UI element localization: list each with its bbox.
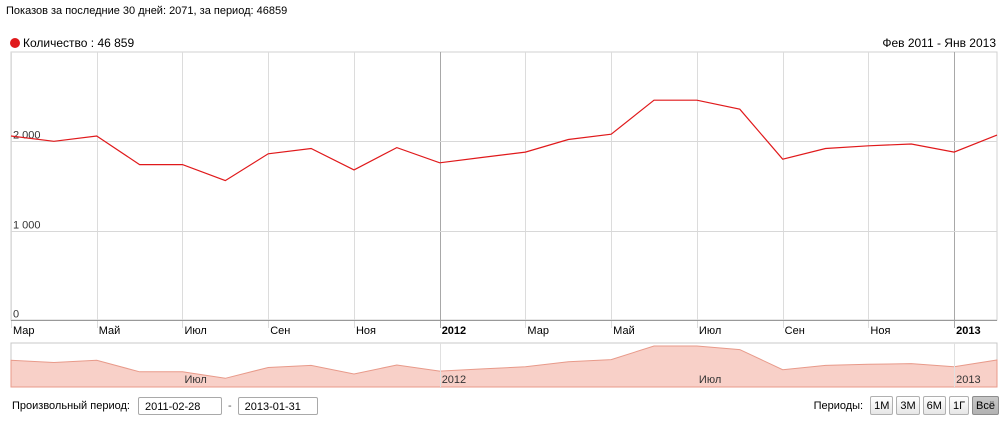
x-tick-label: Май (99, 325, 121, 337)
x-tick-label: Сен (270, 325, 290, 337)
range-navigator: Июл 2012 Июл 2013 (10, 342, 998, 388)
navigator-label: 2013 (956, 374, 980, 386)
period-button-6m[interactable]: 6М (922, 396, 946, 415)
x-tick-label: Мар (527, 325, 549, 337)
periods-label: Периоды: (813, 399, 864, 412)
navigator-area (10, 345, 998, 388)
period-button-1m[interactable]: 1М (870, 396, 894, 415)
x-tick-label: 2012 (442, 325, 466, 337)
date-from-input[interactable]: 2011-02-28 (137, 397, 222, 415)
x-tick-label: Май (613, 325, 635, 337)
y-tick-label: 0 (13, 309, 19, 321)
x-tick-label: Мар (13, 325, 35, 337)
navigator-label: Июл (184, 374, 206, 386)
period-range-label: Фев 2011 - Янв 2013 (882, 36, 996, 50)
period-buttons: Периоды: 1М 3М 6М 1Г Всё (814, 396, 999, 415)
date-separator: - (227, 400, 232, 412)
custom-period-controls: Произвольный период: 2011-02-28 - 2013-0… (12, 397, 318, 415)
summary-text: Показов за последние 30 дней: 2071, за п… (6, 5, 288, 17)
x-tick-label: Ноя (356, 325, 376, 337)
chart-legend[interactable]: Количество : 46 859 (10, 36, 134, 50)
navigator-label: Июл (699, 374, 721, 386)
period-button-all[interactable]: Всё (972, 396, 999, 415)
x-tick-label: Июл (184, 325, 206, 337)
navigator-label: 2012 (442, 374, 466, 386)
legend-marker-icon (10, 38, 20, 48)
y-tick-label: 1 000 (13, 220, 41, 232)
x-tick-label: 2013 (956, 325, 980, 337)
custom-period-label: Произвольный период: (12, 400, 130, 412)
period-button-1y[interactable]: 1Г (948, 396, 970, 415)
series-line (10, 99, 998, 182)
period-button-3m[interactable]: 3М (896, 396, 920, 415)
chart-grid (10, 51, 998, 328)
x-tick-label: Ноя (870, 325, 890, 337)
x-tick-label: Сен (785, 325, 805, 337)
x-axis-labels: Мар Май Июл Сен Ноя 2012 Мар Май Июл Сен Ноя 2013 (13, 325, 981, 337)
date-to-input[interactable]: 2013-01-31 (237, 397, 318, 415)
plot-frame (10, 51, 998, 321)
legend-label: Количество : 46 859 (23, 36, 135, 50)
chart-series (10, 99, 998, 182)
x-tick-label: Июл (699, 325, 721, 337)
